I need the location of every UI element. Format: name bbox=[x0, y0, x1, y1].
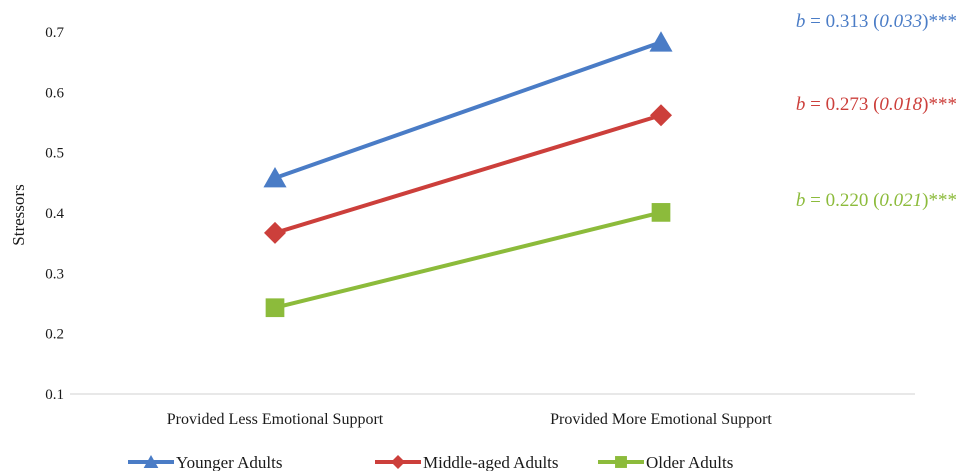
x-category-label: Provided Less Emotional Support bbox=[167, 411, 384, 428]
y-tick-label: 0.4 bbox=[45, 206, 64, 222]
square-marker bbox=[615, 456, 627, 468]
y-tick-label: 0.7 bbox=[45, 25, 64, 41]
triangle-marker bbox=[143, 455, 159, 468]
annotation-se: 0.021 bbox=[879, 190, 922, 211]
y-tick-label: 0.6 bbox=[45, 85, 64, 101]
annotation-estimate: = 0.313 ( bbox=[805, 11, 879, 32]
annotation-se: 0.018 bbox=[879, 94, 922, 115]
annotation-significance: )*** bbox=[922, 94, 957, 115]
series-markers bbox=[263, 31, 673, 318]
legend-label: Middle-aged Adults bbox=[423, 453, 559, 471]
y-tick-labels: 0.1 0.2 0.3 0.4 0.5 0.6 0.7 bbox=[45, 25, 64, 403]
y-axis-label: Stressors bbox=[9, 184, 28, 245]
slope-annotations: b = 0.313 (0.033)***b = 0.273 (0.018)***… bbox=[796, 11, 957, 211]
annotation-se: 0.033 bbox=[879, 11, 922, 32]
square-marker bbox=[265, 298, 285, 318]
series-lines bbox=[274, 40, 662, 310]
y-tick-label: 0.1 bbox=[45, 387, 64, 403]
series-line bbox=[274, 210, 662, 310]
annotation-significance: )*** bbox=[922, 11, 957, 32]
annotation-b: b bbox=[796, 190, 806, 211]
x-category-label: Provided More Emotional Support bbox=[550, 411, 772, 428]
annotation-significance: )*** bbox=[922, 190, 957, 211]
y-tick-label: 0.2 bbox=[45, 327, 64, 343]
y-tick-label: 0.3 bbox=[45, 266, 64, 282]
annotation-estimate: = 0.273 ( bbox=[805, 94, 879, 115]
x-category-labels: Provided Less Emotional Support Provided … bbox=[167, 411, 773, 428]
legend-label: Older Adults bbox=[646, 453, 733, 471]
diamond-marker bbox=[264, 221, 286, 244]
annotation-estimate: = 0.220 ( bbox=[805, 190, 879, 211]
slope-annotation: b = 0.273 (0.018)*** bbox=[796, 94, 957, 115]
slope-annotation: b = 0.220 (0.021)*** bbox=[796, 190, 957, 211]
diamond-marker bbox=[650, 104, 672, 127]
annotation-b: b bbox=[796, 94, 806, 115]
y-tick-label: 0.5 bbox=[45, 146, 64, 162]
series-line bbox=[274, 40, 662, 180]
annotation-b: b bbox=[796, 11, 806, 32]
legend-label: Younger Adults bbox=[176, 453, 282, 471]
triangle-marker bbox=[649, 31, 673, 52]
diamond-marker bbox=[391, 455, 405, 469]
series-line bbox=[274, 113, 662, 235]
legend: Younger Adults Middle-aged Adults Older Ad… bbox=[128, 453, 733, 471]
slope-annotation: b = 0.313 (0.033)*** bbox=[796, 11, 957, 32]
square-marker bbox=[651, 203, 671, 222]
triangle-marker bbox=[263, 167, 287, 188]
